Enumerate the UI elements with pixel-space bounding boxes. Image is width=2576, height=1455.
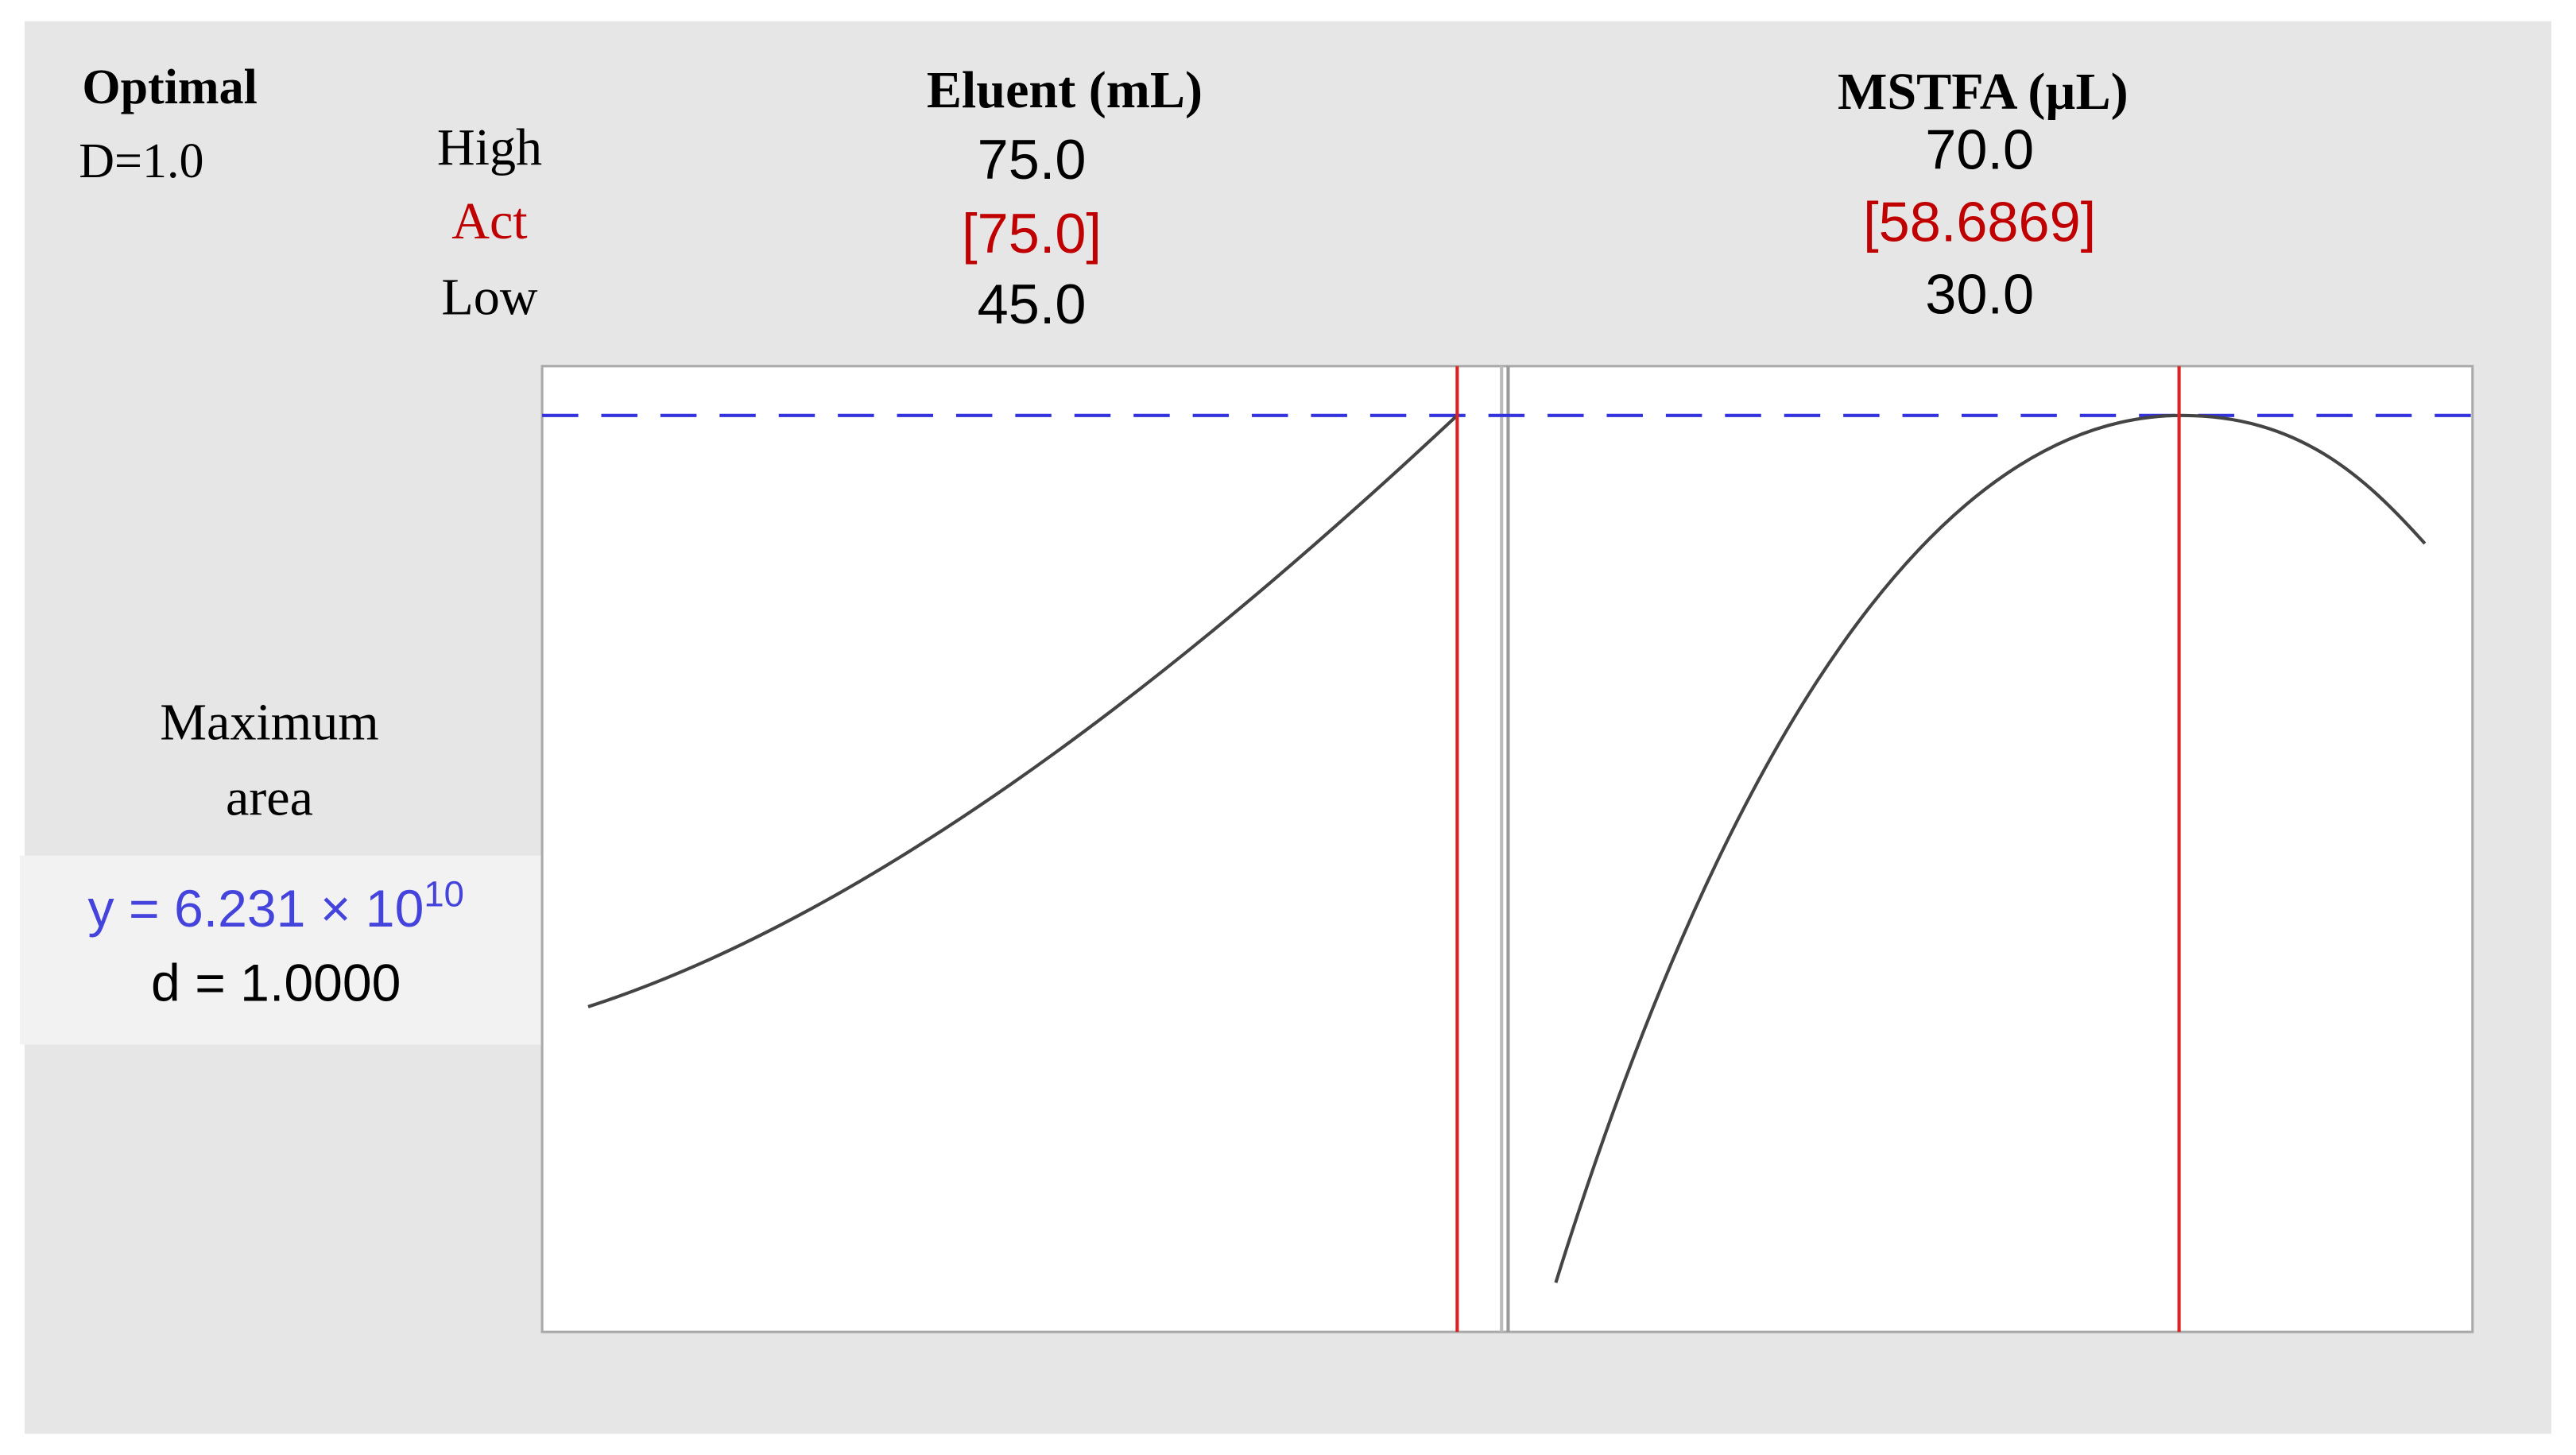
row-label: High (437, 118, 542, 176)
response-goal: area (226, 769, 313, 827)
response-box (19, 855, 543, 1045)
factor-high: 75.0 (978, 128, 1087, 191)
desirability-label: D=1.0 (79, 134, 203, 188)
factor-act: [75.0] (962, 202, 1102, 265)
response-value-exponent: 10 (424, 873, 464, 914)
row-label: Low (441, 268, 537, 326)
factor-act: [58.6869] (1863, 191, 2096, 253)
response-goal: Maximum (160, 694, 379, 752)
factor-low: 45.0 (978, 273, 1087, 335)
response-curve (587, 414, 1458, 1008)
response-curve (1554, 413, 2427, 1283)
desirability-value: d = 1.0000 (151, 954, 401, 1013)
factor-high: 70.0 (1925, 118, 2034, 181)
row-label: Act (451, 192, 527, 250)
factor-name: MSTFA (µL) (1838, 63, 2129, 121)
factor-low: 30.0 (1925, 263, 2034, 326)
optimal-title: Optimal (82, 60, 257, 114)
response-value: y = 6.231 × 1010 (88, 873, 464, 938)
factor-name: Eluent (mL) (927, 61, 1203, 119)
response-value-base: y = 6.231 × 10 (88, 880, 424, 939)
